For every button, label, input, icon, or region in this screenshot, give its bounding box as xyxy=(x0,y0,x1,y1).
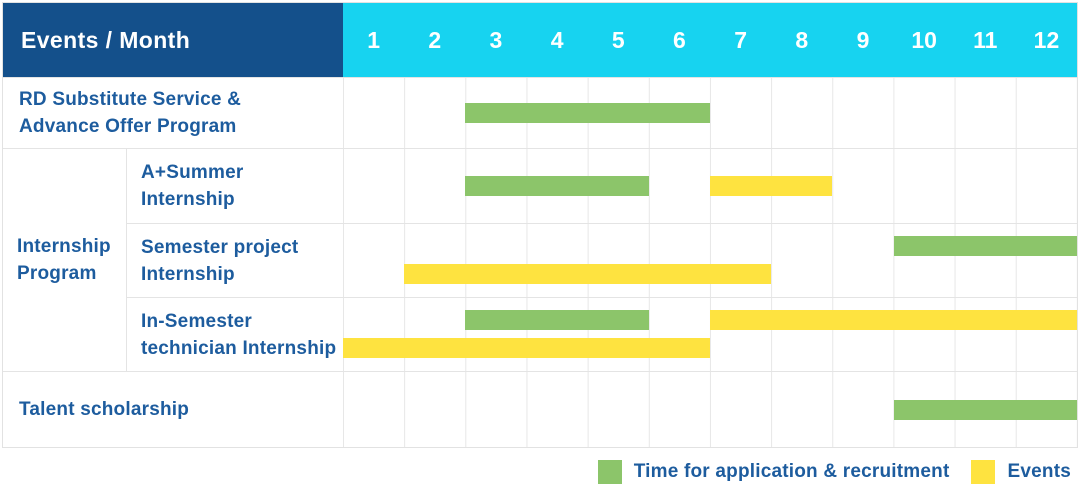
group-label-line: Internship xyxy=(17,236,111,257)
row-label-in-semester-technician: In-Semester technician Internship xyxy=(127,298,343,371)
row-label-line: A+Summer xyxy=(141,162,244,183)
event-bar xyxy=(404,264,772,284)
table-row: In-Semester technician Internship xyxy=(127,297,1077,371)
row-label-a-plus-summer: A+Summer Internship xyxy=(127,149,343,223)
application-bar xyxy=(893,399,1077,420)
application-bar xyxy=(465,103,710,123)
month-label: 4 xyxy=(550,26,564,53)
row-label-line: Advance Offer Program xyxy=(19,116,237,137)
corner-header-label: Events / Month xyxy=(21,26,191,53)
table-row: Talent scholarship xyxy=(3,371,1077,447)
row-label-line: technician Internship xyxy=(141,337,337,359)
legend-label-application: Time for application & recruitment xyxy=(633,461,950,482)
row-label-line: In-Semester xyxy=(141,310,252,332)
month-label: 12 xyxy=(1033,26,1060,53)
legend: Time for application & recruitment Event… xyxy=(597,460,1071,484)
month-label: 3 xyxy=(489,26,503,53)
month-label: 2 xyxy=(428,26,442,53)
timeline-cell-in-semester-technician xyxy=(343,298,1077,371)
month-label: 5 xyxy=(611,26,625,53)
timeline-cell-talent-scholarship xyxy=(343,372,1077,447)
month-label: 9 xyxy=(856,26,870,53)
row-label-talent-scholarship: Talent scholarship xyxy=(3,372,343,447)
legend-label-events: Events xyxy=(1007,461,1071,482)
month-label: 7 xyxy=(734,26,748,53)
corner-header: Events / Month xyxy=(3,3,343,77)
table-row: A+Summer Internship xyxy=(127,149,1077,223)
event-bar xyxy=(710,310,1077,330)
legend-swatch-events-icon xyxy=(971,460,996,484)
row-label-semester-project: Semester project Internship xyxy=(127,224,343,297)
row-label-rd-substitute: RD Substitute Service & Advance Offer Pr… xyxy=(3,78,343,148)
table-row: Semester project Internship xyxy=(127,223,1077,297)
legend-swatch-application-icon xyxy=(597,460,622,484)
table-group-internship-program: Internship Program A+Summer Internship S… xyxy=(3,148,1077,371)
events-month-table: Events / Month 1 2 3 4 5 6 7 8 9 10 11 1… xyxy=(2,2,1078,448)
legend-item-application: Time for application & recruitment xyxy=(597,460,950,484)
month-label: 1 xyxy=(367,26,380,53)
timeline-cell-rd-substitute xyxy=(343,78,1077,148)
timeline-cell-a-plus-summer xyxy=(343,149,1077,223)
event-bar xyxy=(710,176,833,196)
application-bar xyxy=(465,176,649,196)
application-bar xyxy=(465,310,649,330)
group-label-line: Program xyxy=(17,263,97,284)
event-bar xyxy=(343,338,710,358)
application-bar xyxy=(893,236,1077,256)
row-label-line: RD Substitute Service & xyxy=(19,89,242,110)
row-label-line: Internship xyxy=(141,189,235,210)
timeline-cell-semester-project xyxy=(343,224,1077,297)
month-label: 8 xyxy=(795,26,809,53)
table-header-row: Events / Month 1 2 3 4 5 6 7 8 9 10 11 1… xyxy=(3,3,1077,77)
month-label: 6 xyxy=(673,26,686,53)
group-label-internship-program: Internship Program xyxy=(3,149,127,371)
month-header: 1 2 3 4 5 6 7 8 9 10 11 12 xyxy=(343,3,1077,77)
row-label-line: Talent scholarship xyxy=(19,399,190,420)
legend-item-events: Events xyxy=(971,460,1071,484)
table-row: RD Substitute Service & Advance Offer Pr… xyxy=(3,77,1077,148)
month-label: 10 xyxy=(911,26,937,53)
group-body: A+Summer Internship Semester project Int… xyxy=(127,149,1077,371)
month-label: 11 xyxy=(973,26,998,53)
row-label-line: Semester project xyxy=(141,236,299,258)
row-label-line: Internship xyxy=(141,263,235,285)
